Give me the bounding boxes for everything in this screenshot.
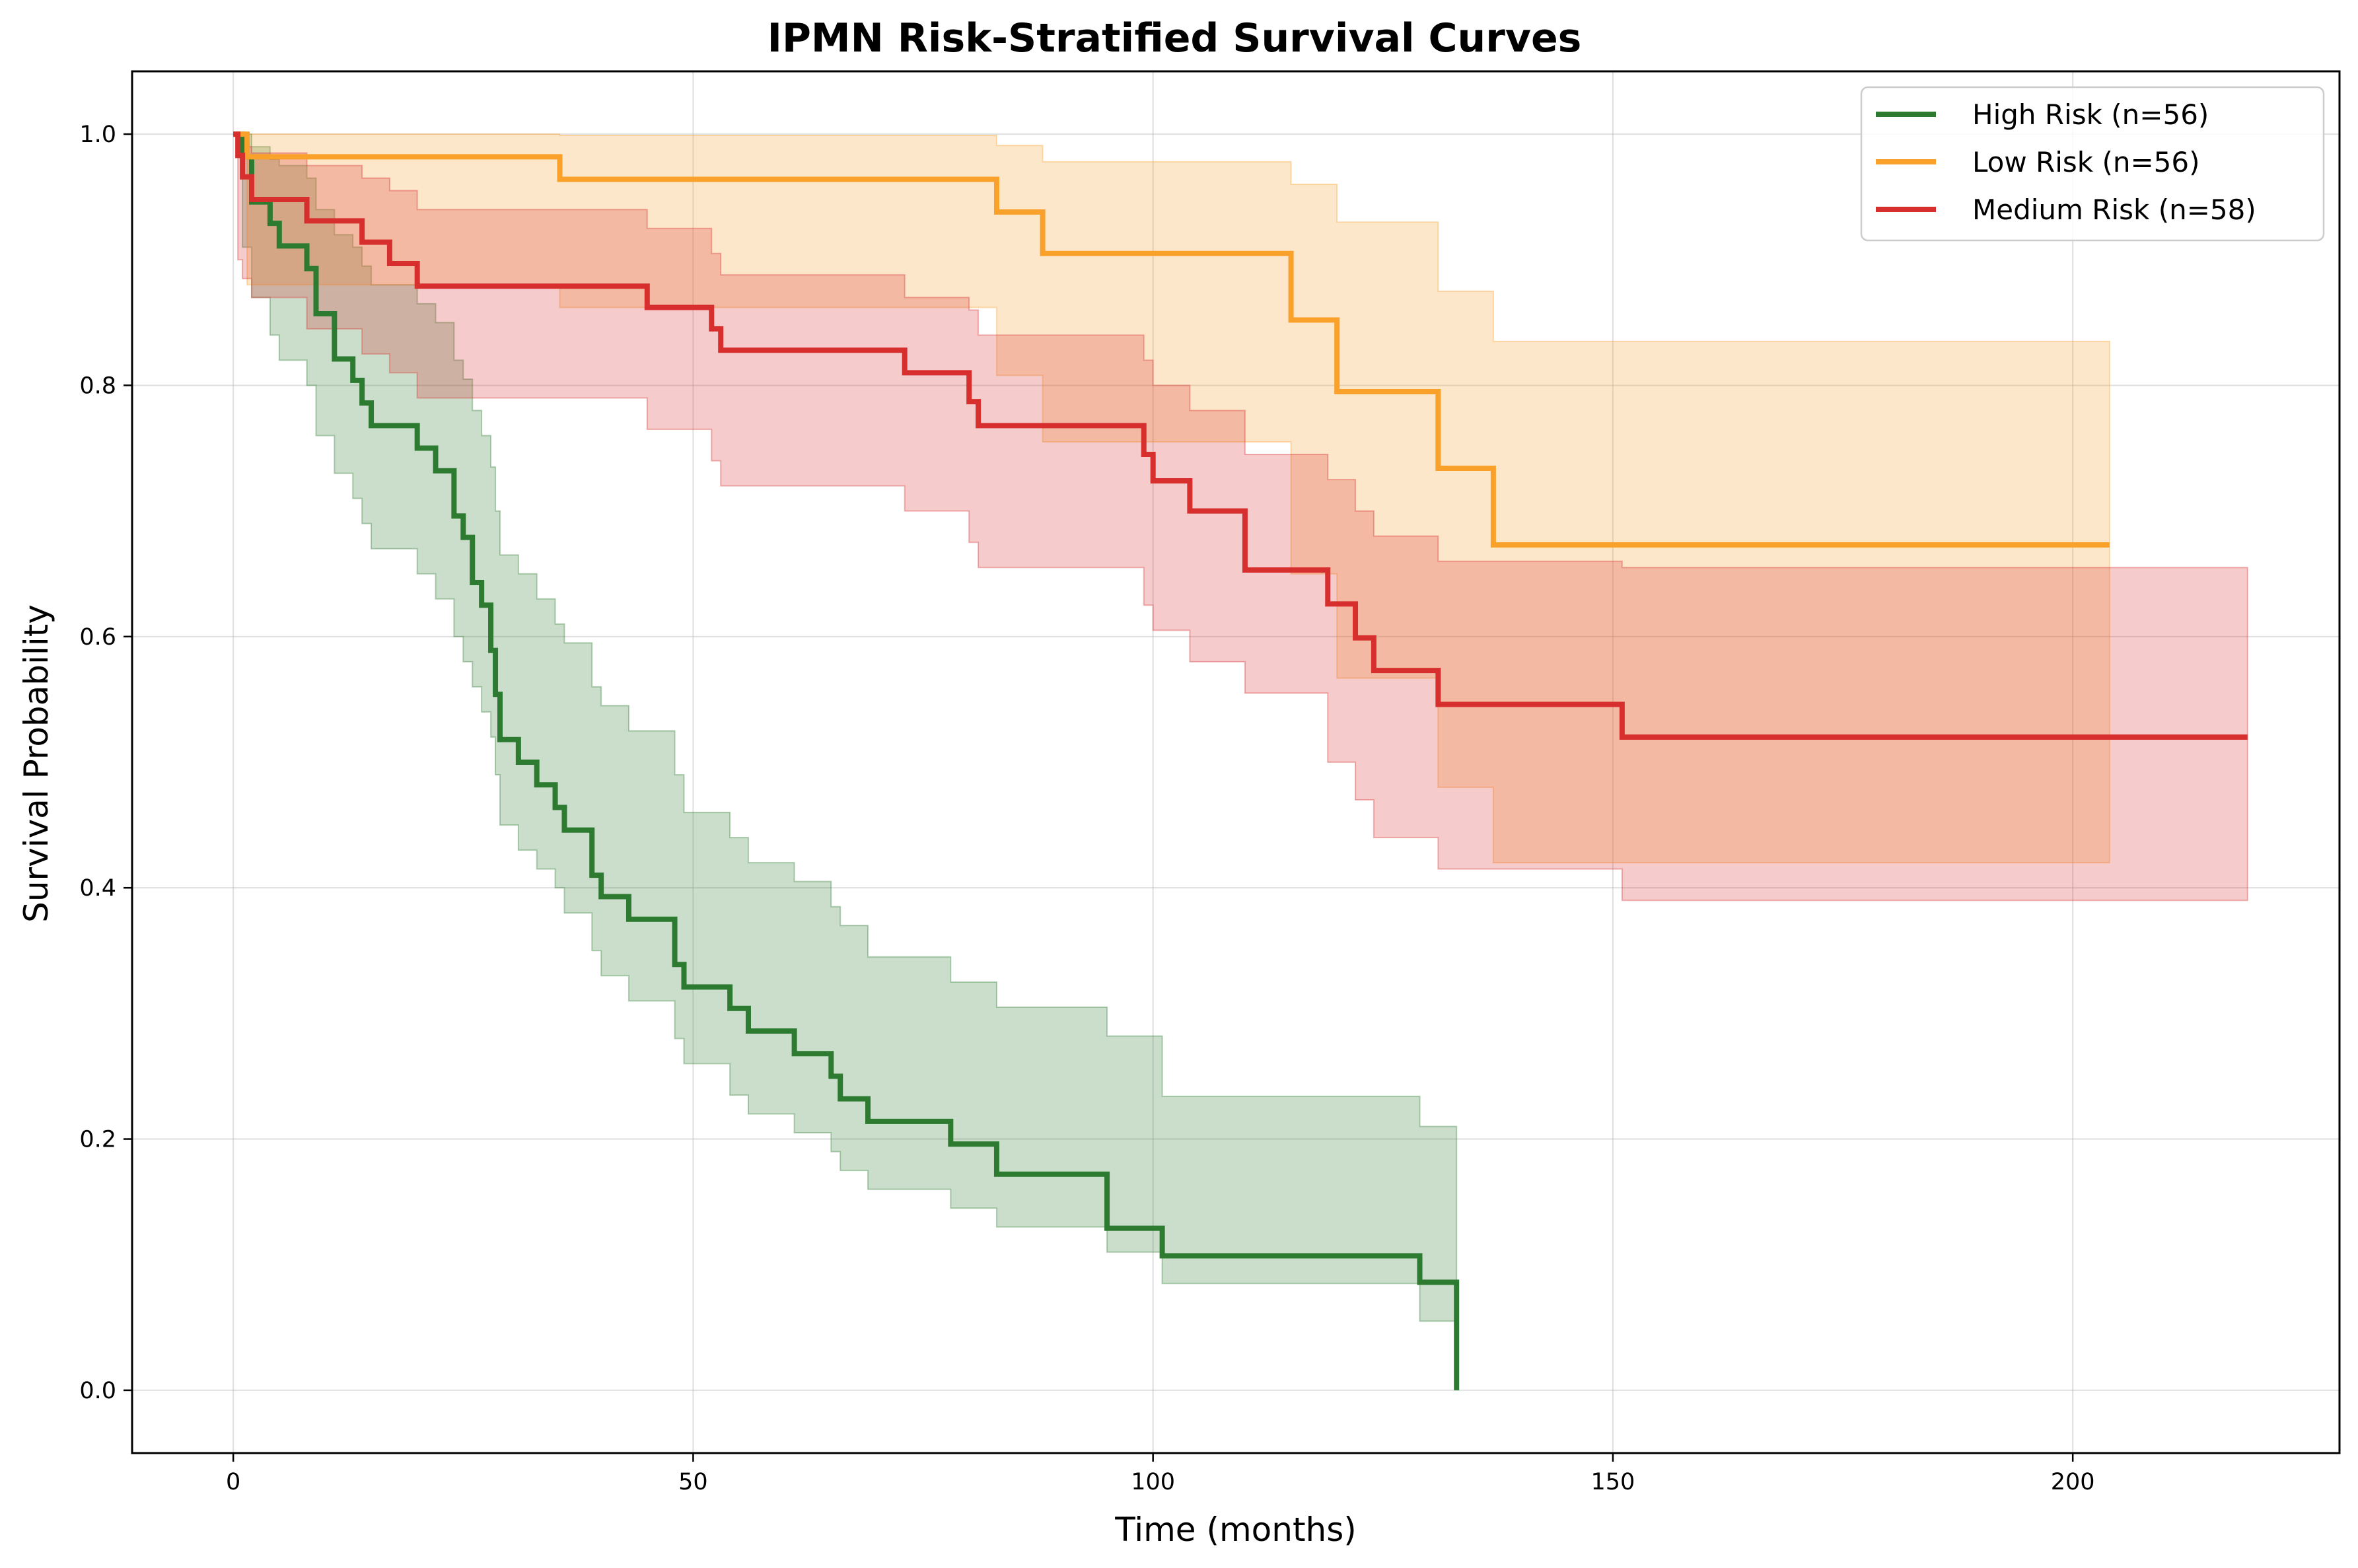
x-tick-label: 150 [1591, 1469, 1635, 1495]
axis-ticks: 0 50 100 150 200 0.0 0.2 0.4 0.6 0.8 1.0 [79, 122, 2094, 1495]
y-tick-label: 0.2 [79, 1127, 116, 1153]
low-risk-confidence-band [233, 133, 2110, 864]
legend-box [1860, 86, 2325, 242]
x-tick-label: 200 [2051, 1469, 2095, 1495]
x-axis-label: Time (months) [1114, 1511, 1357, 1549]
x-tick-label: 50 [678, 1469, 708, 1495]
high-risk-confidence-band [233, 133, 1458, 1340]
x-tick-label: 100 [1131, 1469, 1175, 1495]
grid [132, 71, 2340, 1453]
y-tick-label: 1.0 [79, 122, 116, 148]
chart-title: IPMN Risk-Stratified Survival Curves [768, 15, 1582, 61]
survival-curves [233, 131, 2248, 1390]
x-tick-label: 0 [226, 1469, 240, 1495]
y-tick-label: 0.4 [79, 875, 116, 902]
legend-label-low-risk: Low Risk (n=56) [1972, 146, 2200, 178]
plot-frame [131, 70, 2341, 1454]
y-tick-label: 0.8 [79, 373, 116, 399]
y-axis-label: Survival Probability [17, 604, 55, 923]
legend: High Risk (n=56) Low Risk (n=56) Medium Ri… [1860, 86, 2325, 242]
y-tick-label: 0.0 [79, 1378, 116, 1404]
legend-label-medium-risk: Medium Risk (n=58) [1972, 194, 2256, 226]
medium-risk-confidence-band [233, 133, 2248, 902]
low-risk-survival-curve [233, 131, 2110, 548]
y-tick-label: 0.6 [79, 624, 116, 651]
high-risk-survival-curve [233, 131, 1460, 1390]
confidence-bands [233, 133, 2248, 1340]
medium-risk-survival-curve [233, 131, 2248, 740]
legend-label-high-risk: High Risk (n=56) [1972, 98, 2209, 131]
